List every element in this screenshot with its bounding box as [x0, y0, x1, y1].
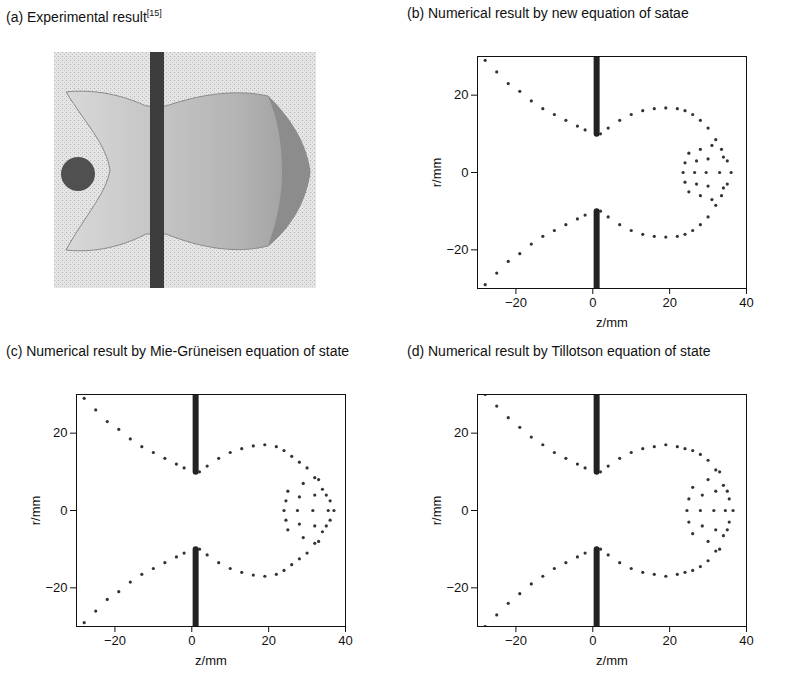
svg-text:−20: −20: [104, 633, 126, 648]
svg-text:40: 40: [338, 633, 352, 648]
svg-text:0: 0: [589, 295, 596, 310]
svg-text:z/mm: z/mm: [596, 653, 628, 668]
svg-text:20: 20: [662, 633, 676, 648]
svg-text:z/mm: z/mm: [596, 315, 628, 330]
svg-text:−20: −20: [45, 580, 67, 595]
svg-text:20: 20: [662, 295, 676, 310]
svg-text:40: 40: [739, 295, 753, 310]
html-text:(d) Numerical result by Tillot: (d) Numerical result by Tillotson equati…: [407, 343, 711, 359]
svg-text:r/mm: r/mm: [429, 158, 444, 188]
svg-text:20: 20: [454, 87, 468, 102]
svg-text:−20: −20: [446, 242, 468, 257]
svg-text:r/mm: r/mm: [28, 496, 43, 526]
svg-text:−20: −20: [446, 580, 468, 595]
svg-text:20: 20: [261, 633, 275, 648]
svg-text:z/mm: z/mm: [195, 653, 227, 668]
svg-text:r/mm: r/mm: [429, 496, 444, 526]
html-text:(b) Numerical result by new eq: (b) Numerical result by new equation of …: [407, 5, 689, 21]
html-text:(c) Numerical result by Mie-Gr: (c) Numerical result by Mie-Grüneisen eq…: [6, 343, 350, 359]
svg-text:0: 0: [461, 165, 468, 180]
svg-text:−20: −20: [505, 295, 527, 310]
html-text:(a) Experimental result[15]: (a) Experimental result[15]: [6, 8, 162, 25]
svg-text:0: 0: [461, 503, 468, 518]
svg-text:0: 0: [589, 633, 596, 648]
svg-text:0: 0: [60, 503, 67, 518]
svg-text:0: 0: [188, 633, 195, 648]
svg-text:−20: −20: [505, 633, 527, 648]
svg-text:20: 20: [53, 425, 67, 440]
svg-text:20: 20: [454, 425, 468, 440]
svg-text:40: 40: [739, 633, 753, 648]
